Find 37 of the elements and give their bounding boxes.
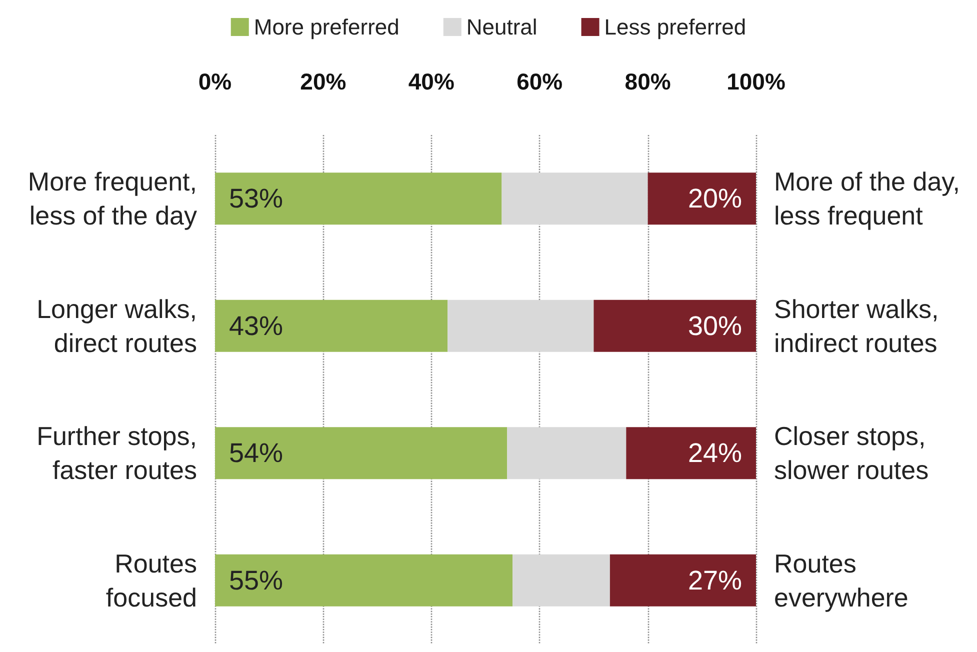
y2-tick-label: Shorter walks, indirect routes [774, 294, 939, 358]
legend-label: Neutral [466, 14, 538, 40]
bar [507, 427, 626, 480]
y2-tick-label: Routes everywhere [774, 548, 908, 612]
y-tick-label: More frequent, less of the day [28, 166, 197, 231]
y-tick-label: Further stops, faster routes [36, 421, 197, 486]
y-tick-label: Longer walks, direct routes [36, 294, 197, 358]
data-label: 55% [229, 565, 284, 596]
y2-tick-label: More of the day, less frequent [774, 166, 960, 231]
legend-label: Less preferred [604, 14, 746, 40]
bar [610, 554, 756, 606]
data-label: 53% [229, 184, 284, 214]
data-label: 24% [688, 438, 742, 468]
x-tick-label: 80% [624, 68, 671, 94]
bar [448, 300, 594, 352]
bar [512, 554, 610, 606]
bar [502, 172, 648, 225]
bar [648, 172, 756, 225]
x-tick-label: 20% [300, 68, 346, 94]
data-label: 54% [229, 438, 284, 468]
data-label: 30% [688, 310, 742, 341]
bar [215, 172, 502, 225]
bar [626, 427, 756, 480]
x-tick-label: 0% [198, 68, 232, 94]
data-label: 43% [229, 310, 284, 341]
bar [215, 554, 513, 606]
x-tick-label: 100% [726, 68, 786, 94]
data-label: 27% [688, 565, 742, 596]
legend-label: More preferred [254, 14, 400, 40]
bar [594, 300, 756, 352]
x-tick-label: 60% [516, 68, 563, 94]
y2-tick-label: Closer stops, slower routes [774, 421, 929, 486]
data-label: 20% [688, 184, 742, 214]
bar [215, 427, 508, 480]
y-tick-label: Routes focused [106, 548, 197, 612]
bar [215, 300, 448, 352]
x-tick-label: 40% [408, 68, 454, 94]
